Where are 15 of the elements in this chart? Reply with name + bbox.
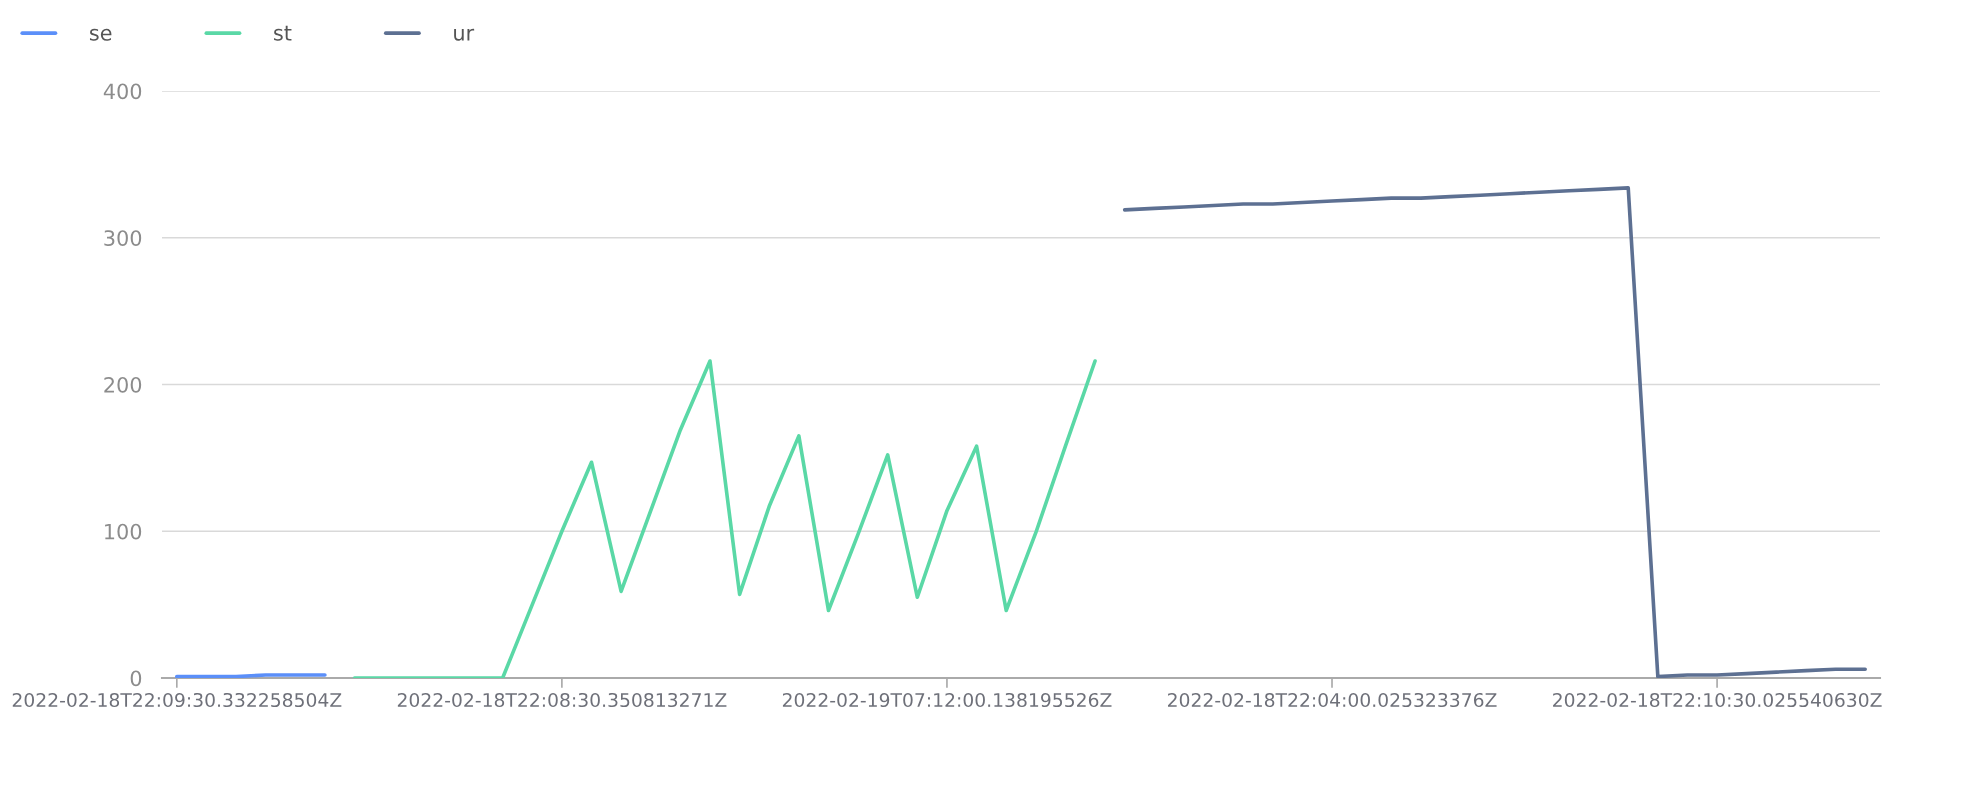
x-tick-label: 2022-02-18T22:04:00.025323376Z — [1167, 692, 1497, 708]
y-tick-label: 300 — [104, 230, 142, 246]
y-tick-label: 200 — [104, 376, 142, 393]
y-tick-label: 0 — [130, 670, 142, 687]
x-tick-label: 2022-02-18T22:10:30.025540630Z — [1553, 692, 1882, 708]
line-series — [1122, 186, 1867, 678]
y-tick-label: 400 — [103, 83, 142, 100]
x-tick-label: 2022-02-18T22:08:30.350813271Z — [397, 692, 727, 708]
legend-label: ur — [454, 28, 475, 41]
x-tick-label: 2022-02-19T07:12:00.138195526Z — [782, 692, 1112, 708]
y-tick-label: 100 — [105, 523, 142, 540]
legend-label: st — [274, 25, 292, 41]
line-series — [352, 359, 1097, 678]
legend-label: se — [89, 28, 112, 41]
x-tick-label: 2022-02-18T22:09:30.332258504Z — [12, 692, 342, 708]
